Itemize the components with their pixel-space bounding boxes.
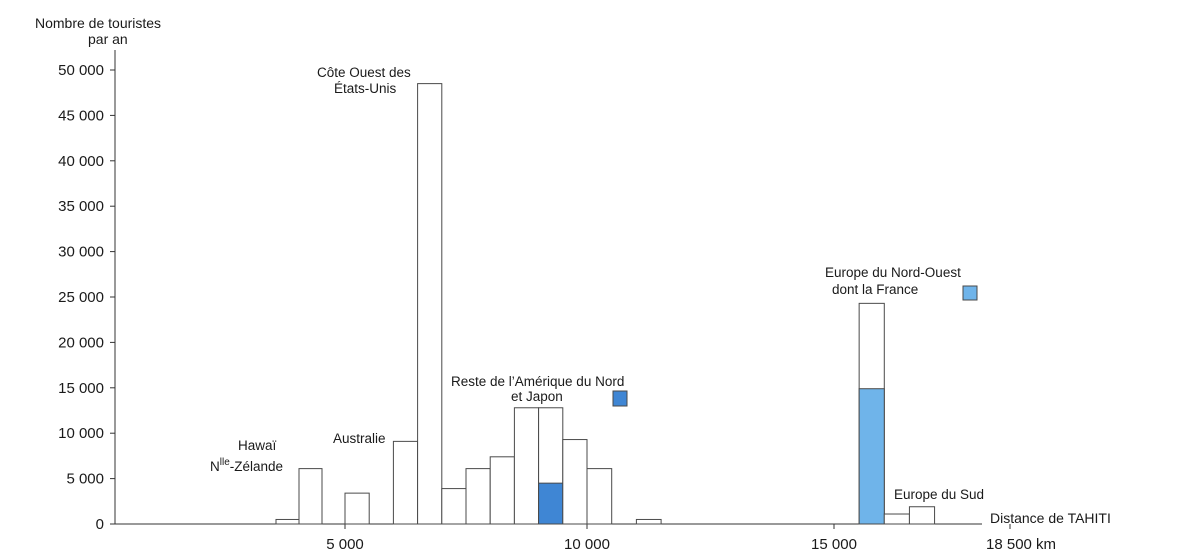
x-tick-label: 5 000 [326,536,364,553]
x-tick-label: 18 500 km [986,536,1056,553]
bar [635,518,662,525]
legend-swatch-dark [612,390,628,407]
bar [883,513,910,525]
y-tick-label: 15 000 [58,380,104,397]
legend-swatch-light [962,285,978,301]
y-axis-label-line1: Nombre de touristes [35,15,161,31]
bar [392,440,419,525]
annotation-nz-line2: Nlle-Zélande [210,457,283,474]
bar [489,456,515,525]
bar-highlight-segment [858,388,885,525]
bar [908,506,936,525]
bar [275,518,300,525]
bar [298,468,323,525]
annotation-reste-line2: et Japon [511,389,563,404]
annotation-hawai-line1: Hawaï [238,438,277,453]
x-tick-label: 15 000 [811,536,857,553]
labels-group: Nombre de touristes par an Distance de T… [35,15,1111,526]
y-tick-label: 10 000 [58,425,104,442]
y-tick-label: 25 000 [58,289,104,306]
annotation-australie: Australie [333,431,386,446]
annotation-europe-no-line2: dont la France [832,282,918,297]
y-tick-label: 20 000 [58,334,104,351]
annotation-cote-ouest-line1: Côte Ouest des [317,65,411,80]
bars-group [275,83,936,525]
bar [513,407,540,525]
bar [586,468,613,525]
y-tick-label: 50 000 [58,62,104,79]
y-tick-label: 0 [96,516,104,533]
bar [417,83,443,525]
bar-highlight-segment [538,482,564,525]
y-tick-label: 40 000 [58,153,104,170]
bar [344,492,370,525]
annotation-reste-line1: Reste de l’Amérique du Nord [451,374,624,389]
y-axis-label-line2: par an [88,31,128,47]
x-tick-label: 10 000 [564,536,610,553]
annotation-europe-sud: Europe du Sud [894,487,984,502]
y-tick-label: 30 000 [58,244,104,261]
annotation-europe-no-line1: Europe du Nord-Ouest [825,265,961,280]
x-axis-label: Distance de TAHITI [990,510,1111,526]
annotation-cote-ouest-line2: États-Unis [334,81,397,96]
axes: 0 5 000 10 000 15 000 20 000 25 000 30 000 35 0… [58,50,1056,553]
y-tick-label: 45 000 [58,107,104,124]
bar [562,439,588,525]
y-tick-label: 35 000 [58,198,104,215]
bar [465,468,491,525]
y-tick-label: 5 000 [66,471,104,488]
bar [441,488,467,525]
